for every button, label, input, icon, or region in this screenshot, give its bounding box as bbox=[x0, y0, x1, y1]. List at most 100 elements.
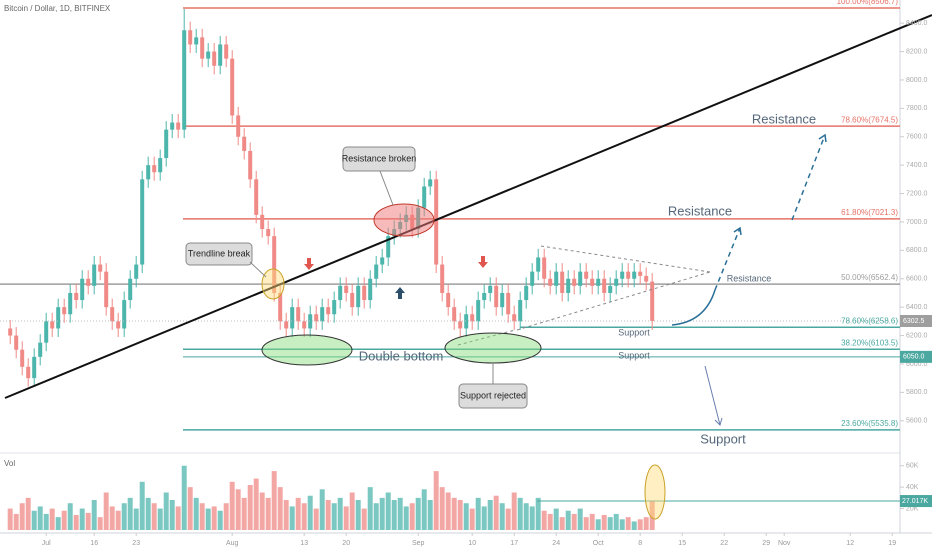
y-tick-label: 7600.0 bbox=[906, 134, 928, 141]
candle-body bbox=[218, 44, 223, 66]
annotation: Support bbox=[618, 350, 650, 360]
volume-bar bbox=[97, 517, 103, 530]
candle-body bbox=[152, 165, 157, 173]
candle-body bbox=[26, 366, 31, 379]
volume-bar bbox=[373, 503, 379, 530]
volume-bar bbox=[505, 508, 511, 530]
volume-bar bbox=[217, 510, 223, 530]
candle-body bbox=[80, 278, 85, 301]
annotation: Trendline break bbox=[188, 248, 251, 258]
volume-bar bbox=[559, 517, 565, 530]
candle-body bbox=[140, 179, 145, 265]
candle-body bbox=[278, 292, 283, 322]
volume-bar bbox=[259, 492, 265, 530]
volume-bar bbox=[349, 492, 355, 530]
candle-body bbox=[272, 236, 277, 293]
candle-body bbox=[356, 285, 361, 308]
volume-bar bbox=[187, 487, 193, 530]
volume-bar bbox=[565, 510, 571, 530]
volume-bar bbox=[25, 497, 31, 530]
annotation: Resistance bbox=[668, 203, 732, 218]
candle-body bbox=[116, 321, 121, 329]
candle-body bbox=[182, 30, 187, 130]
y-tick-label: 8000.0 bbox=[906, 77, 928, 84]
candle-body bbox=[224, 44, 229, 59]
candle-body bbox=[302, 321, 307, 329]
candle-body bbox=[290, 307, 295, 329]
annotation: Resistance broken bbox=[342, 153, 417, 163]
volume-bar bbox=[79, 508, 85, 530]
y-tick-label: 7400.0 bbox=[906, 162, 928, 169]
candle-body bbox=[74, 292, 79, 301]
projection-dash bbox=[714, 227, 741, 291]
x-tick-label: 12 bbox=[846, 540, 854, 547]
candle-body bbox=[260, 214, 265, 230]
volume-bar bbox=[529, 506, 535, 530]
candle-body bbox=[644, 275, 649, 282]
candle-body bbox=[92, 264, 97, 286]
volume-bar bbox=[319, 489, 325, 530]
volume-bar bbox=[361, 508, 367, 530]
volume-bar bbox=[271, 471, 277, 530]
x-tick-label: Nov bbox=[778, 540, 791, 547]
candle-body bbox=[8, 328, 13, 336]
candle-body bbox=[110, 307, 115, 322]
candle-body bbox=[188, 30, 193, 45]
y-tick-label: 6400.0 bbox=[906, 304, 928, 311]
candle-body bbox=[170, 122, 175, 130]
volume-bar bbox=[223, 503, 229, 530]
annotation: Support bbox=[700, 431, 746, 446]
volume-bar bbox=[103, 492, 109, 530]
volume-bar bbox=[367, 487, 373, 530]
candle-body bbox=[86, 278, 91, 286]
volume-tick-label: 20K bbox=[906, 505, 919, 512]
ellipse-bottom2 bbox=[444, 332, 542, 364]
callout-pointer bbox=[379, 170, 394, 206]
candle-body bbox=[32, 356, 37, 379]
candle-body bbox=[578, 271, 583, 286]
candle-body bbox=[464, 314, 469, 329]
volume-bar bbox=[601, 515, 607, 530]
fib-level-label: 78.60%(6258.6) bbox=[841, 316, 898, 325]
volume-bar bbox=[523, 503, 529, 530]
y-tick-label: 5800.0 bbox=[906, 389, 928, 396]
x-tick-label: 8 bbox=[638, 540, 642, 547]
candle-body bbox=[38, 342, 43, 357]
candle-body bbox=[296, 307, 301, 322]
candle-body bbox=[638, 271, 643, 276]
candle-body bbox=[554, 271, 559, 286]
candle-body bbox=[452, 307, 457, 322]
volume-bar bbox=[169, 500, 175, 530]
volume-bar bbox=[589, 513, 595, 530]
volume-bar bbox=[463, 503, 469, 530]
x-tick-label: 10 bbox=[468, 540, 476, 547]
price-tag-label: 6050.0 bbox=[903, 354, 925, 361]
marks bbox=[0, 7, 904, 536]
candle-body bbox=[602, 278, 607, 293]
volume-bar bbox=[595, 519, 601, 530]
candle-body bbox=[632, 271, 637, 279]
volume-bar bbox=[457, 500, 463, 530]
candle-body bbox=[68, 292, 73, 315]
volume-bar bbox=[583, 517, 589, 530]
volume-bar bbox=[241, 497, 247, 530]
volume-bar bbox=[511, 492, 517, 530]
candle-body bbox=[608, 285, 613, 293]
volume-bar bbox=[31, 510, 37, 530]
volume-bar bbox=[109, 506, 115, 530]
candle-body bbox=[536, 257, 541, 272]
candle-body bbox=[650, 281, 655, 322]
candle-body bbox=[176, 122, 181, 130]
volume-bar bbox=[433, 471, 439, 530]
support-dash bbox=[457, 329, 516, 346]
volume-bar bbox=[37, 506, 43, 530]
candle-body bbox=[50, 321, 55, 329]
volume-bar bbox=[625, 517, 631, 530]
volume-bar bbox=[151, 503, 157, 530]
annotation: Support rejected bbox=[460, 390, 526, 400]
candle-body bbox=[98, 264, 103, 272]
candle-body bbox=[518, 300, 523, 322]
volume-bar bbox=[73, 515, 79, 530]
projection-dash bbox=[791, 134, 826, 221]
volume-bar bbox=[337, 497, 343, 530]
